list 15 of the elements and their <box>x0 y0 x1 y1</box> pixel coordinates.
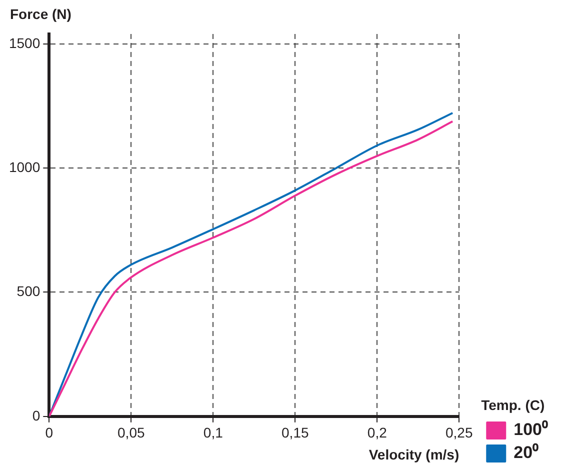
legend-title: Temp. (C) <box>481 397 545 414</box>
x-tick-label: 0,05 <box>118 424 145 441</box>
x-axis-title: Velocity (m/s) <box>368 446 460 462</box>
legend-label: 100⁰ <box>514 420 548 440</box>
x-tick-label: 0,25 <box>446 424 473 441</box>
y-tick-label: 500 <box>16 283 40 300</box>
x-tick-label: 0,1 <box>203 424 224 441</box>
y-tick-label: 0 <box>32 407 40 424</box>
x-tick-label: 0 <box>45 424 54 441</box>
y-tick-label: 1000 <box>8 158 40 175</box>
x-tick-label: 0,2 <box>367 424 388 441</box>
y-tick-label: 1500 <box>8 34 40 51</box>
legend-label: 20⁰ <box>514 443 539 462</box>
x-tick-label: 0,15 <box>282 424 309 441</box>
y-axis-title: Force (N) <box>10 6 72 22</box>
